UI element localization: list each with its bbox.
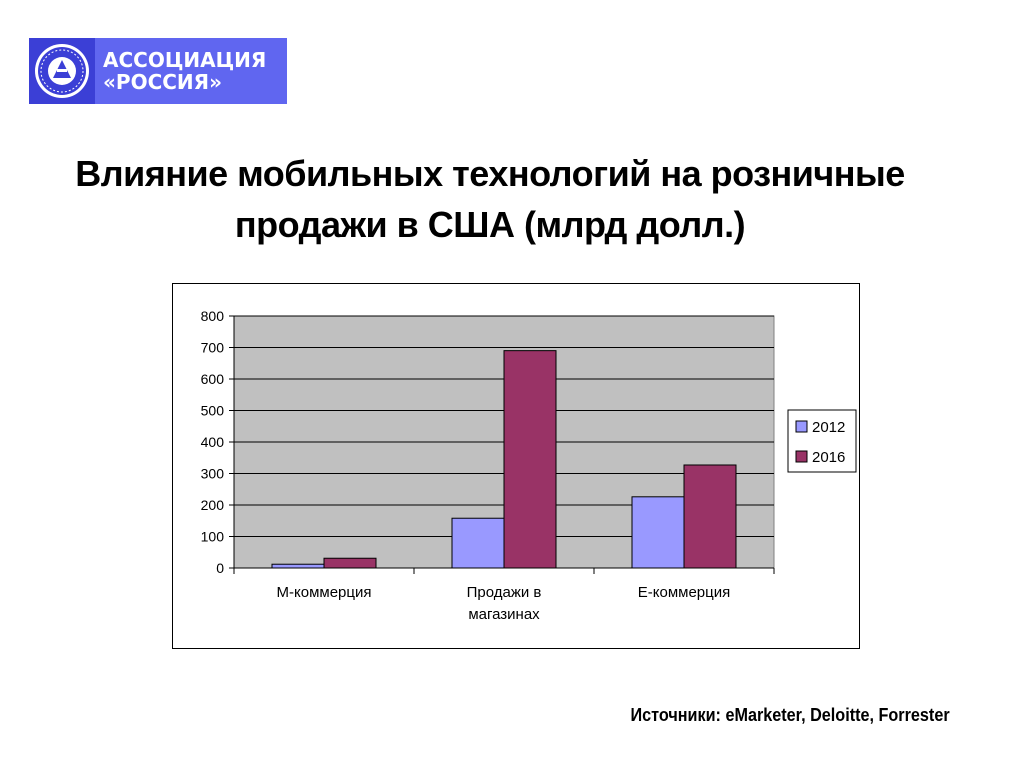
y-tick-label: 700 bbox=[201, 340, 225, 356]
emblem-icon bbox=[29, 38, 95, 104]
legend-swatch-2012 bbox=[795, 420, 808, 433]
bar-chart: 0 100 200 300 400 500 600 700 800 М-коммерция Прод… bbox=[201, 308, 857, 623]
bar-2012 bbox=[631, 496, 685, 569]
bar-2012 bbox=[451, 517, 505, 569]
logo: АССОЦИАЦИЯ «РОССИЯ» bbox=[29, 38, 287, 104]
chart-frame: 0 100 200 300 400 500 600 700 800 М-коммерция Прод… bbox=[172, 283, 860, 649]
y-tick-label: 0 bbox=[216, 560, 224, 576]
bar-2016 bbox=[323, 557, 377, 569]
title-line1: Влияние мобильных технологий на розничны… bbox=[75, 153, 905, 194]
y-tick-label: 600 bbox=[201, 371, 225, 387]
legend-label-2016: 2016 bbox=[812, 449, 845, 466]
page-title: Влияние мобильных технологий на розничны… bbox=[30, 148, 950, 250]
y-tick-label: 300 bbox=[201, 466, 225, 482]
y-tick-label: 400 bbox=[201, 434, 225, 450]
y-tick-label: 200 bbox=[201, 497, 225, 513]
bar-2012 bbox=[271, 563, 325, 569]
title-line2: продажи в США (млрд долл.) bbox=[234, 204, 746, 245]
legend-swatch-2016 bbox=[795, 450, 808, 463]
logo-line2: «РОССИЯ» bbox=[103, 70, 222, 94]
logo-line1: АССОЦИАЦИЯ bbox=[103, 48, 267, 72]
source-note: Источники: eMarketer, Deloitte, Forreste… bbox=[630, 705, 950, 725]
x-category-label: магазинах bbox=[468, 606, 540, 623]
bar-2016 bbox=[683, 464, 737, 569]
legend-box bbox=[787, 409, 857, 473]
bar-2016 bbox=[503, 350, 557, 569]
logo-text: АССОЦИАЦИЯ «РОССИЯ» bbox=[95, 38, 287, 104]
y-tick-label: 500 bbox=[201, 403, 225, 419]
x-category-label: М-коммерция bbox=[277, 584, 372, 601]
x-category-label: Продажи в bbox=[467, 584, 542, 601]
x-category-label: Е-коммерция bbox=[638, 584, 730, 601]
y-tick-label: 100 bbox=[201, 529, 225, 545]
y-tick-label: 800 bbox=[201, 308, 225, 324]
legend-label-2012: 2012 bbox=[812, 419, 845, 436]
